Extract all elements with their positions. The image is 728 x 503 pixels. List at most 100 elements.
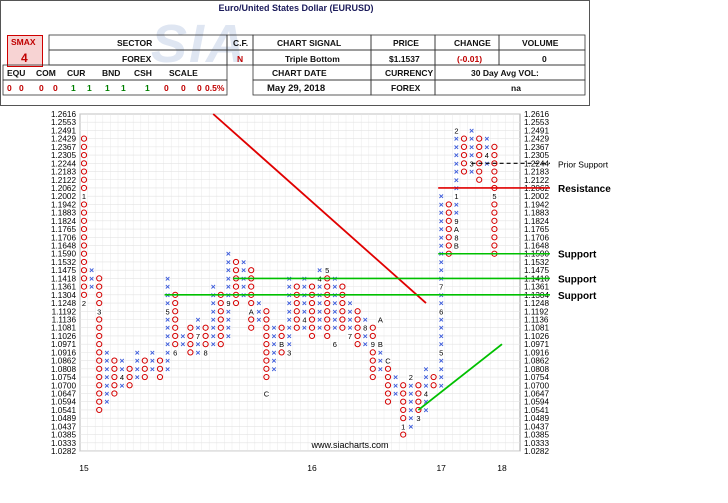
x-mark: × [89, 265, 94, 275]
x-mark: × [408, 397, 413, 407]
x-mark: × [393, 372, 398, 382]
o-mark [460, 160, 468, 167]
y-tick-label-right: 1.1883 [524, 209, 549, 218]
cell-label-bg [437, 307, 445, 316]
o-mark [263, 332, 270, 340]
o-mark [308, 332, 316, 340]
header-cell-border [48, 34, 228, 51]
x-mark: × [408, 413, 413, 423]
o-mark [339, 324, 346, 331]
cell-label-bg [453, 126, 460, 135]
y-tick-label-left: 1.2553 [51, 118, 76, 127]
o-mark [460, 168, 468, 175]
cf-value: N [237, 54, 244, 64]
o-mark [293, 299, 300, 307]
o-mark [263, 308, 270, 315]
x-mark: × [424, 397, 429, 407]
o-mark [415, 390, 422, 397]
o-mark [476, 135, 483, 142]
cell-label: 9 [226, 299, 230, 308]
cell-label-bg [453, 225, 460, 234]
x-mark: × [332, 298, 337, 308]
header-cell-border [498, 34, 586, 51]
x-mark: × [393, 388, 398, 398]
cell-label-bg [278, 340, 285, 349]
o-mark [400, 431, 407, 438]
o-mark [96, 373, 103, 381]
x-mark: × [287, 315, 292, 325]
cell-label: 4 [302, 316, 306, 325]
cell-label: 5 [492, 192, 496, 201]
x-mark: × [287, 306, 292, 316]
x-mark: × [120, 380, 125, 390]
o-mark [80, 143, 88, 150]
y-tick-label-right: 1.1765 [524, 225, 549, 234]
cell-label-bg [384, 356, 392, 365]
cell-label: 8 [204, 348, 208, 357]
header-cell-border [252, 64, 372, 81]
cell-label-bg [415, 414, 422, 423]
y-tick-label-left: 1.2122 [51, 176, 76, 185]
o-mark [293, 308, 300, 315]
y-tick-label-left: 1.0808 [51, 365, 76, 374]
x-mark: × [408, 421, 413, 431]
o-mark [187, 349, 194, 356]
x-mark: × [226, 323, 231, 333]
o-mark [445, 209, 452, 216]
x-mark: × [135, 372, 140, 382]
o-mark [80, 184, 88, 192]
cell-label: 6 [333, 340, 337, 349]
o-mark [80, 225, 88, 233]
o-mark [80, 160, 88, 167]
cell-label-bg [301, 315, 308, 324]
cell-label: 7 [196, 332, 200, 341]
o-mark [96, 275, 103, 282]
x-mark: × [150, 347, 155, 357]
o-mark [96, 332, 103, 340]
x-mark: × [378, 364, 383, 374]
x-mark: × [104, 364, 109, 374]
x-mark: × [272, 347, 277, 357]
header-cell-border [370, 34, 436, 51]
o-mark [263, 324, 270, 331]
o-mark [187, 324, 194, 331]
y-tick-label-right: 1.2616 [524, 110, 549, 119]
o-mark [476, 143, 483, 150]
o-mark [172, 324, 179, 331]
x-tick-label: 16 [307, 463, 317, 473]
y-tick-label-left: 1.1361 [51, 283, 76, 292]
o-mark [400, 415, 407, 422]
x-mark: × [439, 380, 444, 390]
y-tick-label-left: 1.1883 [51, 209, 76, 218]
cell-label-bg [323, 266, 331, 275]
x-mark: × [256, 306, 261, 316]
x-mark: × [469, 125, 474, 135]
o-mark [415, 382, 422, 389]
o-mark [415, 398, 422, 405]
o-mark [491, 176, 498, 183]
y-tick-label-right: 1.0916 [524, 348, 549, 357]
o-mark [384, 382, 392, 389]
attr-value: 0 [181, 83, 186, 93]
o-mark [232, 258, 240, 266]
cell-label-bg [468, 159, 475, 168]
header-cell-border [498, 49, 586, 66]
o-mark [126, 382, 133, 389]
x-mark: × [165, 347, 170, 357]
currency-value: FOREX [391, 83, 421, 93]
header-cell-border [370, 79, 436, 96]
o-mark [278, 349, 285, 356]
x-mark: × [469, 142, 474, 152]
o-mark [430, 373, 437, 381]
o-mark [248, 324, 255, 331]
o-mark [96, 324, 103, 331]
x-mark: × [332, 315, 337, 325]
x-mark: × [317, 298, 322, 308]
o-mark [248, 283, 255, 290]
uptrend-line [417, 343, 503, 411]
y-tick-label-right: 1.1942 [524, 200, 549, 209]
cell-label: 4 [485, 151, 489, 160]
o-mark [369, 365, 376, 372]
attr-value: 0 [39, 83, 44, 93]
support-label: Support [558, 274, 597, 285]
